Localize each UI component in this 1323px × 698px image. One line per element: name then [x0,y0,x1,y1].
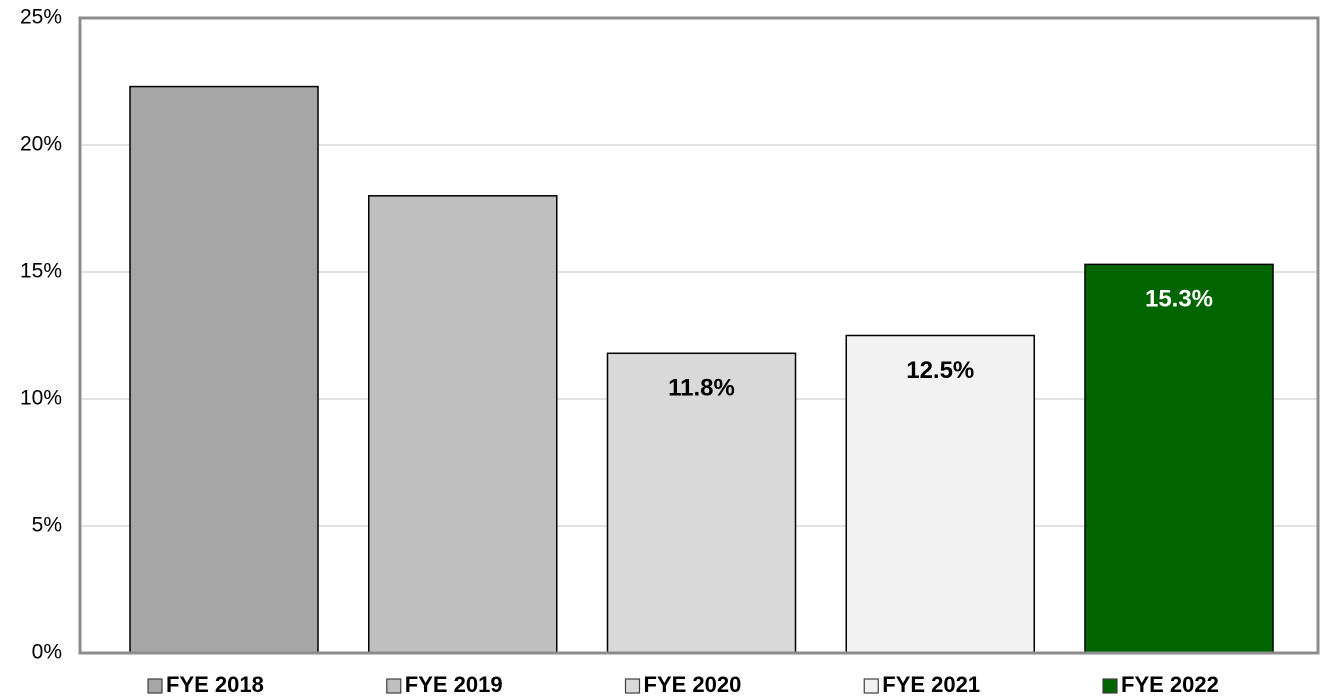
y-tick-label: 0% [32,641,62,664]
legend-label: FYE 2020 [644,672,742,697]
data-label: 11.8% [668,375,735,402]
y-tick-label: 10% [20,387,62,410]
data-label: 12.5% [906,357,974,384]
y-tick-label: 20% [20,133,62,156]
bar [368,195,558,654]
legend-label: FYE 2021 [882,672,980,697]
legend-label: FYE 2018 [166,672,264,697]
y-tick-label: 5% [32,514,62,537]
y-tick-label: 25% [20,6,62,29]
bars [129,85,1274,654]
legend-label: FYE 2022 [1121,672,1219,697]
legend-swatch [147,678,163,694]
bar [845,334,1035,654]
legend-swatch [863,678,879,694]
legend-swatch [386,678,402,694]
y-tick-label: 15% [20,260,62,283]
legend-label: FYE 2019 [405,672,503,697]
bar [129,85,319,654]
legend-swatch [1102,678,1118,694]
legend-swatch [624,678,641,694]
plot-border [78,16,1320,655]
data-label: 15.3% [1145,286,1213,313]
bar [1084,263,1274,654]
labels: 0% 5% 10% 15% 20% 25% FYE 2018 FYE 2019 11.8% FYE… [20,6,1219,697]
